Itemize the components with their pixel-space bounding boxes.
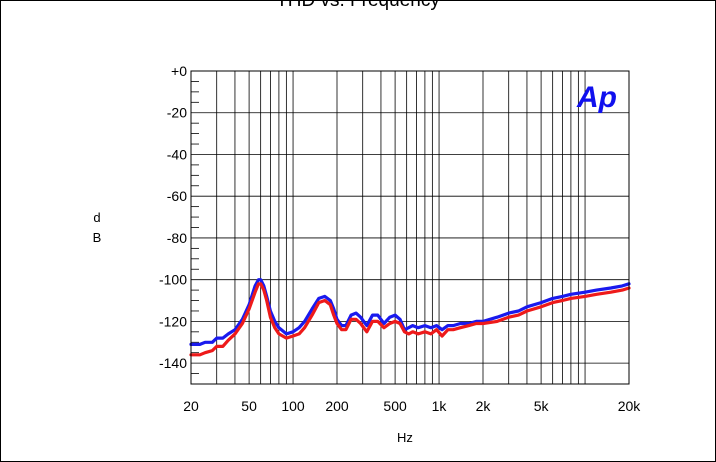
x-tick-label: 1k bbox=[432, 398, 448, 414]
x-tick-label: 5k bbox=[534, 398, 550, 414]
x-tick-label: 20 bbox=[183, 398, 199, 414]
x-tick-label: 200 bbox=[325, 398, 349, 414]
plot-border bbox=[190, 70, 630, 385]
y-tick-label: +0 bbox=[171, 63, 187, 79]
y-tick-label: -80 bbox=[167, 230, 187, 246]
series-lines bbox=[189, 278, 631, 357]
x-tick-label: 20k bbox=[618, 398, 642, 414]
major-grid bbox=[191, 70, 629, 364]
y-tick-label: -120 bbox=[159, 313, 187, 329]
y-tick-label: -40 bbox=[167, 146, 187, 162]
x-tick-label: 100 bbox=[281, 398, 305, 414]
y-minor-ticks bbox=[191, 81, 199, 385]
x-tick-label: 2k bbox=[476, 398, 492, 414]
series-line-1 bbox=[189, 278, 631, 346]
y-tick-labels: +0 -20 -40 -60 -80 -100 -120 -140 bbox=[159, 63, 187, 371]
y-axis-label-b: B bbox=[93, 230, 102, 245]
x-tick-label: 500 bbox=[383, 398, 407, 414]
x-tick-labels: 20 50 100 200 500 1k 2k 5k 20k bbox=[183, 398, 641, 414]
y-tick-label: -20 bbox=[167, 105, 187, 121]
ap-logo: Ap bbox=[576, 81, 617, 114]
y-tick-label: -100 bbox=[159, 272, 187, 288]
y-tick-label: -60 bbox=[167, 188, 187, 204]
x-axis-label: Hz bbox=[397, 430, 413, 445]
chart-title: THD vs. Frequency bbox=[276, 0, 440, 11]
series-line-2 bbox=[189, 282, 631, 357]
y-axis-label-d: d bbox=[93, 210, 100, 225]
x-tick-label: 50 bbox=[241, 398, 257, 414]
y-tick-label: -140 bbox=[159, 355, 187, 371]
minor-grid bbox=[190, 71, 630, 384]
